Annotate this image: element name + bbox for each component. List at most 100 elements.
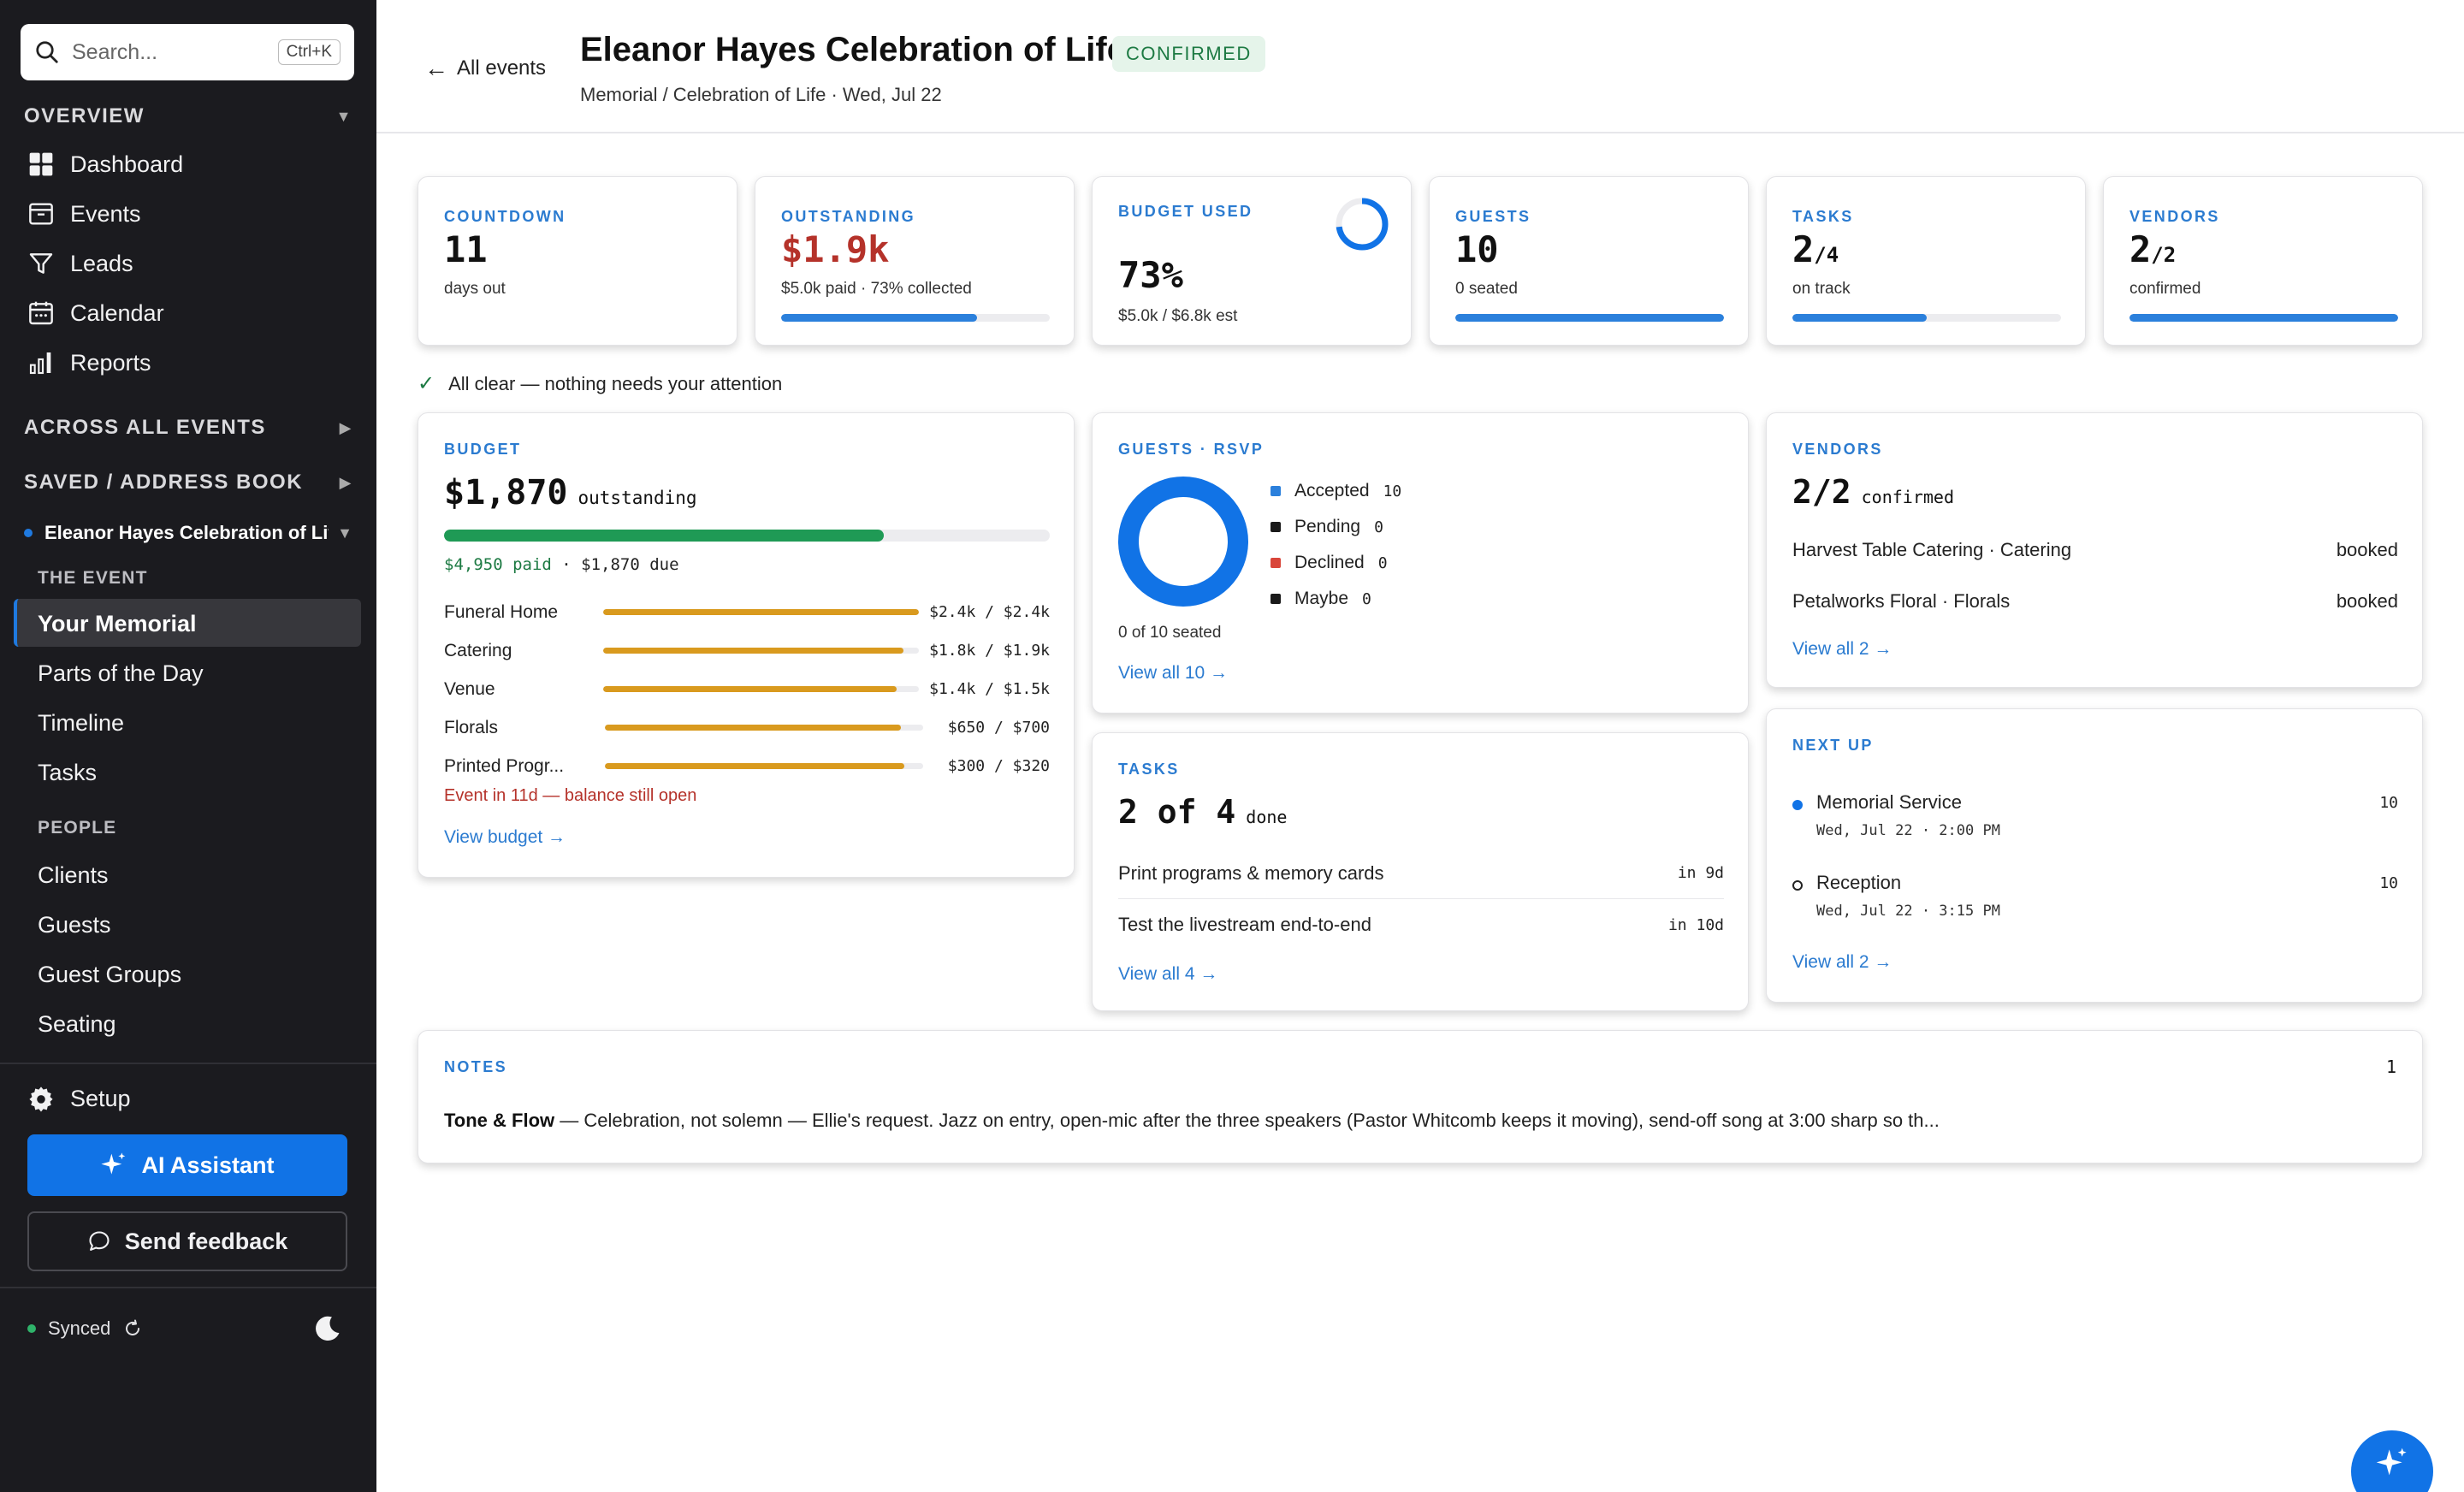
budget-line[interactable]: Florals $650 / $700 bbox=[444, 708, 1050, 747]
across-events-section-toggle[interactable]: ACROSS ALL EVENTS ▶ bbox=[24, 416, 352, 440]
legend-label: Maybe bbox=[1294, 589, 1349, 608]
next-up-when: Wed, Jul 22 · 3:15 PM bbox=[1816, 903, 2000, 920]
view-all-tasks-link[interactable]: View all 4 → bbox=[1118, 964, 1218, 984]
budget-line[interactable]: Catering $1.8k / $1.9k bbox=[444, 631, 1050, 670]
sidebar-item-timeline[interactable]: Timeline bbox=[38, 710, 125, 736]
sidebar-item-guest-groups[interactable]: Guest Groups bbox=[38, 962, 182, 987]
budget-paid-summary: $4,950 paid · $1,870 due bbox=[444, 555, 679, 574]
across-events-heading: ACROSS ALL EVENTS bbox=[24, 416, 266, 439]
budget-used-ring bbox=[1336, 198, 1389, 251]
vendors-headline: 2/2 confirmed bbox=[1792, 473, 1954, 511]
next-up-item[interactable]: Reception 10 Wed, Jul 22 · 3:15 PM bbox=[1792, 872, 2398, 952]
sidebar-item-leads[interactable]: Leads bbox=[26, 248, 133, 279]
sidebar-item-setup[interactable]: Setup bbox=[26, 1083, 131, 1114]
notes-card[interactable]: NOTES 1 Tone & Flow — Celebration, not s… bbox=[418, 1030, 2423, 1163]
chevron-right-icon: ▶ bbox=[339, 418, 352, 436]
sidebar-item-label: Calendar bbox=[70, 299, 164, 326]
budget-line-amount: $1.4k / $1.5k bbox=[929, 680, 1050, 698]
current-event-selector[interactable]: Eleanor Hayes Celebration of Life ▼ bbox=[24, 522, 352, 544]
funnel-icon bbox=[26, 248, 56, 279]
sidebar-item-label: Events bbox=[70, 200, 141, 227]
budget-line-bar bbox=[603, 648, 920, 654]
next-up-count: 10 bbox=[2379, 873, 2398, 892]
sidebar-item-reports[interactable]: Reports bbox=[26, 347, 151, 378]
outstanding-card[interactable]: OUTSTANDING $1.9k $5.0k paid · 73% colle… bbox=[755, 176, 1075, 346]
budget-paid-bar bbox=[444, 530, 1050, 542]
next-up-item[interactable]: Memorial Service 10 Wed, Jul 22 · 2:00 PM bbox=[1792, 791, 2398, 872]
budget-card: BUDGET $1,870 outstanding $4,950 paid · … bbox=[418, 412, 1075, 878]
tasks-stat-card[interactable]: TASKS 2/4 on track bbox=[1766, 176, 2086, 346]
sidebar-item-events[interactable]: Events bbox=[26, 198, 141, 229]
sidebar-item-label: Leads bbox=[70, 250, 133, 276]
all-clear-text: All clear — nothing needs your attention bbox=[448, 372, 783, 394]
budget-line[interactable]: Venue $1.4k / $1.5k bbox=[444, 670, 1050, 708]
sidebar-item-clients[interactable]: Clients bbox=[38, 862, 109, 888]
budget-line[interactable]: Printed Progr... $300 / $320 bbox=[444, 747, 1050, 785]
search-input[interactable]: Search... Ctrl+K bbox=[21, 24, 354, 80]
vendor-status: booked bbox=[2336, 539, 2398, 560]
legend-count: 10 bbox=[1383, 482, 1402, 500]
view-all-guests-link[interactable]: View all 10 → bbox=[1118, 663, 1229, 683]
status-badge: CONFIRMED bbox=[1112, 36, 1265, 72]
send-feedback-button[interactable]: Send feedback bbox=[27, 1211, 347, 1271]
page-title: Eleanor Hayes Celebration of Life bbox=[580, 31, 1126, 68]
budget-line-bar bbox=[603, 609, 920, 615]
back-to-all-events-link[interactable]: ← All events bbox=[424, 55, 546, 82]
rsvp-legend-item: Pending 0 bbox=[1270, 509, 1401, 545]
tasks-total-count: /4 bbox=[1814, 243, 1839, 267]
arrow-left-icon: ← bbox=[424, 55, 448, 81]
rsvp-seated: 0 of 10 seated bbox=[1118, 624, 1222, 642]
sidebar-item-dashboard[interactable]: Dashboard bbox=[26, 149, 183, 180]
next-up-list: Memorial Service 10 Wed, Jul 22 · 2:00 PM R… bbox=[1792, 791, 2398, 952]
view-all-vendors-link[interactable]: View all 2 → bbox=[1792, 639, 1892, 659]
countdown-card[interactable]: COUNTDOWN 11 days out bbox=[418, 176, 737, 346]
sidebar-item-tasks[interactable]: Tasks bbox=[38, 760, 98, 785]
notes-count: 1 bbox=[2385, 1057, 2396, 1077]
budget-outstanding-amount: $1,870 bbox=[444, 473, 568, 512]
ai-fab-button[interactable] bbox=[2351, 1430, 2433, 1492]
budget-warning: Event in 11d — balance still open bbox=[444, 786, 697, 805]
guests-value: 10 bbox=[1455, 228, 1499, 270]
rsvp-legend-item: Accepted 10 bbox=[1270, 473, 1401, 509]
view-all-parts-link[interactable]: View all 2 → bbox=[1792, 952, 1892, 972]
tasks-headline: 2 of 4 done bbox=[1118, 793, 1287, 831]
task-row[interactable]: Test the livestream end-to-end in 10d bbox=[1118, 899, 1724, 950]
guests-card[interactable]: GUESTS 10 0 seated bbox=[1429, 176, 1749, 346]
legend-count: 0 bbox=[1374, 518, 1383, 536]
rsvp-legend-item: Declined 0 bbox=[1270, 545, 1401, 581]
moon-icon[interactable] bbox=[313, 1314, 342, 1343]
budget-lines: Funeral Home $2.4k / $2.4k Catering $1.8k /… bbox=[444, 593, 1050, 785]
rsvp-legend-item: Maybe 0 bbox=[1270, 581, 1401, 617]
next-up-item-header: Reception 10 bbox=[1816, 872, 2398, 894]
refresh-icon[interactable] bbox=[122, 1318, 143, 1339]
budget-line[interactable]: Funeral Home $2.4k / $2.4k bbox=[444, 593, 1050, 631]
timeline-dot-filled bbox=[1792, 800, 1803, 810]
overview-section-toggle[interactable]: OVERVIEW ▼ bbox=[24, 104, 352, 128]
view-budget-link[interactable]: View budget → bbox=[444, 827, 566, 847]
active-item-highlight bbox=[14, 599, 361, 647]
vendors-total-count: /2 bbox=[2151, 243, 2177, 267]
search-placeholder: Search... bbox=[72, 39, 158, 64]
ai-assistant-button[interactable]: AI Assistant bbox=[27, 1134, 347, 1196]
sidebar-item-guests[interactable]: Guests bbox=[38, 912, 111, 938]
outstanding-progress-bar bbox=[781, 314, 1050, 322]
sidebar-item-parts-of-day[interactable]: Parts of the Day bbox=[38, 660, 204, 686]
sync-status-dot bbox=[27, 1324, 36, 1333]
budget-used-card[interactable]: BUDGET USED 73% $5.0k / $6.8k est bbox=[1092, 176, 1412, 346]
rsvp-label: GUESTS · RSVP bbox=[1118, 441, 1265, 458]
legend-count: 0 bbox=[1377, 554, 1388, 572]
vendors-stat-card[interactable]: VENDORS 2/2 confirmed bbox=[2103, 176, 2423, 346]
budget-line-name: Catering bbox=[444, 640, 512, 660]
task-row[interactable]: Print programs & memory cards in 9d bbox=[1118, 848, 1724, 899]
sidebar-item-seating[interactable]: Seating bbox=[38, 1011, 116, 1037]
vendors-label: VENDORS bbox=[1792, 441, 1883, 458]
chevron-right-icon: ▶ bbox=[339, 473, 352, 491]
address-book-section-toggle[interactable]: SAVED / ADDRESS BOOK ▶ bbox=[24, 471, 352, 494]
budget-line-amount: $650 / $700 bbox=[947, 719, 1050, 737]
sidebar-item-your-memorial[interactable]: Your Memorial bbox=[38, 611, 197, 636]
vendor-row[interactable]: Harvest Table Catering · Catering booked bbox=[1792, 524, 2398, 576]
tasks-count: 2 of 4 bbox=[1118, 793, 1236, 831]
sidebar-item-calendar[interactable]: Calendar bbox=[26, 298, 164, 329]
vendor-row[interactable]: Petalworks Floral · Florals booked bbox=[1792, 576, 2398, 627]
all-clear-message: ✓ All clear — nothing needs your attenti… bbox=[418, 371, 782, 396]
